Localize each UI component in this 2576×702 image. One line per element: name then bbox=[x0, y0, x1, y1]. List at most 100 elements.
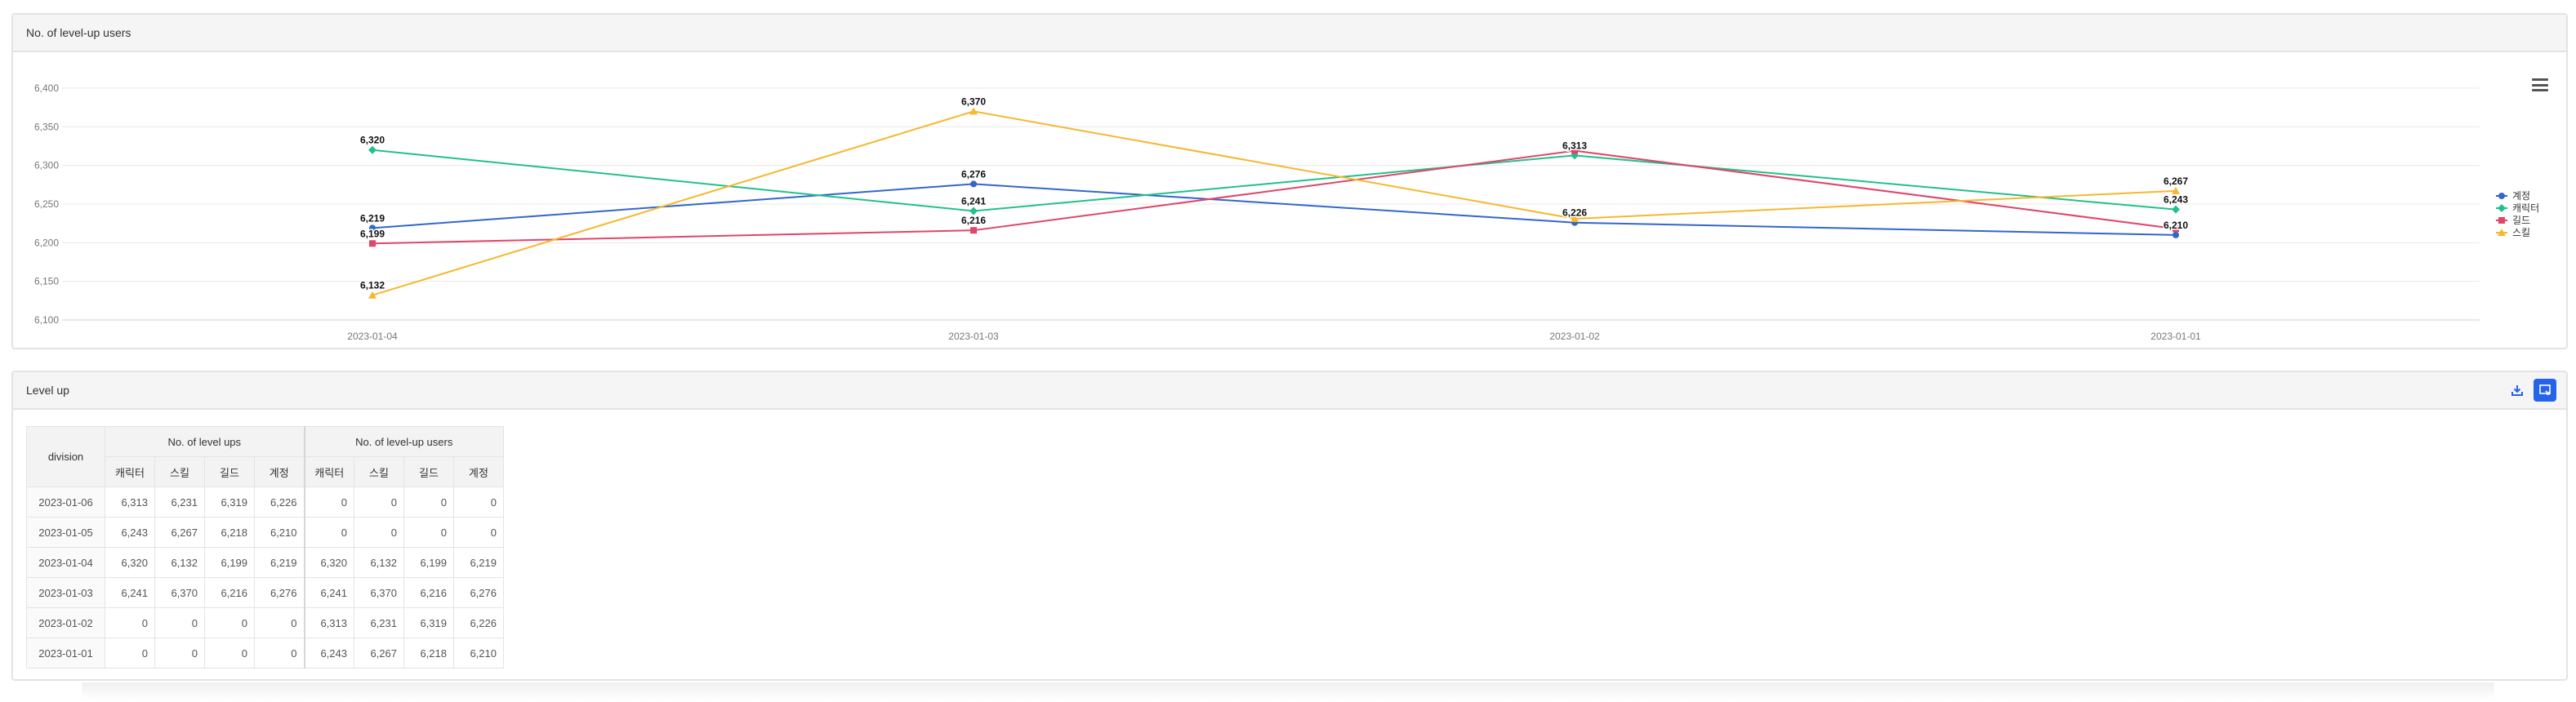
x-tick-label: 2023-01-01 bbox=[2150, 331, 2201, 342]
data-point bbox=[2172, 205, 2180, 214]
data-label: 6,313 bbox=[1562, 140, 1587, 151]
data-label: 6,370 bbox=[961, 96, 986, 107]
table-row: 2023-01-01 0 0 0 0 6,243 6,267 6,218 6,210 bbox=[26, 638, 504, 669]
table-cell: 0 bbox=[105, 607, 155, 638]
series-line-0 bbox=[372, 183, 2177, 236]
row-date: 2023-01-04 bbox=[26, 547, 105, 578]
column-header-row: 캐릭터 스킬 길드 계정 캐릭터 스킬 길드 계정 bbox=[27, 456, 504, 487]
chart-panel: No. of level-up users 6,100 6,150 6,200 6,2… bbox=[11, 13, 2568, 349]
table-cell: 6,132 bbox=[354, 547, 404, 578]
table-cell: 0 bbox=[254, 638, 305, 669]
data-label: 6,243 bbox=[2164, 194, 2188, 206]
table-cell: 6,219 bbox=[453, 547, 504, 578]
data-point bbox=[969, 107, 978, 115]
expand-button[interactable] bbox=[2534, 379, 2556, 402]
table-cell: 0 bbox=[254, 607, 305, 638]
data-label: 6,132 bbox=[360, 280, 385, 291]
series-line-1 bbox=[372, 149, 2177, 212]
group-header-level-ups: No. of level ups bbox=[105, 426, 305, 457]
download-button[interactable] bbox=[2506, 379, 2529, 402]
table-row: 2023-01-06 6,313 6,231 6,319 6,226 0 0 0 0 bbox=[26, 487, 504, 518]
table-panel-header: Level up bbox=[13, 372, 2566, 410]
legend-marker bbox=[2498, 204, 2506, 212]
division-header: division bbox=[26, 426, 105, 487]
data-point bbox=[1571, 147, 1578, 154]
table-cell: 6,132 bbox=[154, 547, 205, 578]
x-tick-label: 2023-01-04 bbox=[347, 331, 398, 342]
series-line-3 bbox=[372, 110, 2177, 296]
table-cell: 6,210 bbox=[453, 638, 504, 669]
expand-icon bbox=[2539, 384, 2551, 395]
table-cell: 0 bbox=[204, 638, 255, 669]
chart-panel-header: No. of level-up users bbox=[13, 15, 2566, 52]
hamburger-menu-icon[interactable] bbox=[2532, 78, 2548, 91]
table-row: 2023-01-02 0 0 0 0 6,313 6,231 6,319 6,226 bbox=[26, 607, 504, 638]
table-cell: 6,276 bbox=[453, 577, 504, 608]
table-cell: 0 bbox=[303, 517, 354, 548]
table-row: 2023-01-05 6,243 6,267 6,218 6,210 0 0 0 0 bbox=[26, 517, 504, 548]
data-point bbox=[2172, 186, 2180, 194]
table-cell: 6,199 bbox=[403, 547, 454, 578]
column-header: 스킬 bbox=[154, 456, 205, 487]
table-cell: 6,267 bbox=[154, 517, 205, 548]
table-cell: 6,370 bbox=[154, 577, 205, 608]
y-tick-label: 6,300 bbox=[34, 160, 59, 171]
table-body: 2023-01-06 6,313 6,231 6,319 6,226 0 0 0 0 2023-0… bbox=[26, 487, 504, 669]
download-icon bbox=[2511, 385, 2523, 396]
table-cell: 0 bbox=[154, 638, 205, 669]
y-tick-label: 6,400 bbox=[34, 82, 59, 94]
table-cell: 0 bbox=[354, 517, 404, 548]
table-cell: 6,231 bbox=[354, 607, 404, 638]
table-cell: 6,319 bbox=[403, 607, 454, 638]
data-point bbox=[368, 291, 377, 299]
series-line-2 bbox=[372, 149, 2177, 245]
row-date: 2023-01-01 bbox=[26, 638, 105, 669]
table-cell: 6,320 bbox=[303, 547, 354, 578]
table-cell: 6,241 bbox=[105, 577, 155, 608]
column-header: 스킬 bbox=[354, 456, 404, 487]
row-date: 2023-01-05 bbox=[26, 517, 105, 548]
level-up-table: division No. of level ups No. of level-u… bbox=[26, 426, 504, 669]
column-header: 캐릭터 bbox=[303, 456, 354, 487]
table-cell: 6,226 bbox=[254, 487, 305, 518]
table-cell: 6,267 bbox=[354, 638, 404, 669]
data-label: 6,241 bbox=[961, 196, 986, 207]
y-tick-label: 6,250 bbox=[34, 198, 59, 210]
group-header-level-up-users: No. of level-up users bbox=[303, 426, 504, 457]
data-point bbox=[2173, 225, 2179, 233]
data-point bbox=[369, 224, 376, 232]
x-tick-label: 2023-01-03 bbox=[948, 331, 999, 342]
table-cell: 0 bbox=[403, 517, 454, 548]
table-cell: 6,320 bbox=[105, 547, 155, 578]
bottom-shadow bbox=[82, 682, 2494, 700]
table-cell: 6,243 bbox=[105, 517, 155, 548]
legend-label: 계정 bbox=[2512, 190, 2530, 202]
table-cell: 6,226 bbox=[453, 607, 504, 638]
table-cell: 0 bbox=[204, 607, 255, 638]
table-cell: 6,241 bbox=[303, 577, 354, 608]
table-tools bbox=[2506, 379, 2556, 402]
row-date: 2023-01-02 bbox=[26, 607, 105, 638]
data-point bbox=[369, 240, 376, 247]
table-cell: 6,370 bbox=[354, 577, 404, 608]
data-point bbox=[1571, 214, 1579, 222]
data-label: 6,216 bbox=[961, 215, 986, 226]
column-header: 계정 bbox=[453, 456, 504, 487]
table-cell: 0 bbox=[303, 487, 354, 518]
data-label: 6,210 bbox=[2164, 220, 2188, 231]
table-cell: 0 bbox=[105, 638, 155, 669]
level-up-users-chart: 6,100 6,150 6,200 6,250 6,300 6,350 6,400 2023-… bbox=[34, 82, 2539, 342]
table-cell: 6,216 bbox=[403, 577, 454, 608]
table-cell: 6,199 bbox=[204, 547, 255, 578]
table-cell: 0 bbox=[453, 517, 504, 548]
table-cell: 6,319 bbox=[204, 487, 255, 518]
legend-marker bbox=[2498, 193, 2505, 199]
table-cell: 0 bbox=[403, 487, 454, 518]
legend-label: 스킬 bbox=[2512, 227, 2530, 238]
row-date: 2023-01-03 bbox=[26, 577, 105, 608]
data-label: 6,320 bbox=[360, 135, 385, 146]
table-cell: 0 bbox=[154, 607, 205, 638]
y-tick-label: 6,200 bbox=[34, 237, 59, 248]
table-cell: 6,210 bbox=[254, 517, 305, 548]
table-cell: 6,243 bbox=[303, 638, 354, 669]
